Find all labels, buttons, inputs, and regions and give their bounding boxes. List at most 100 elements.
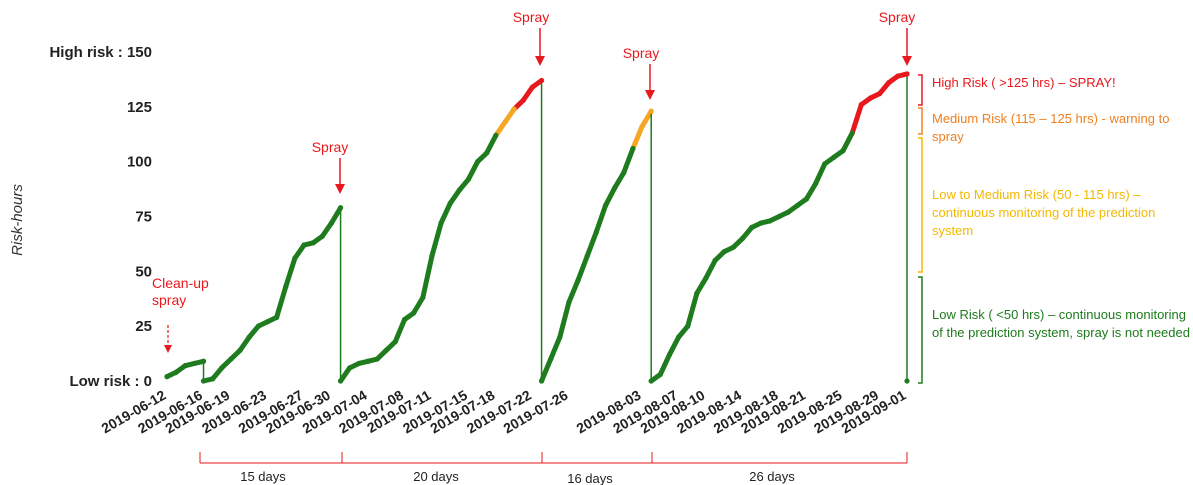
point (191, 360, 198, 367)
point (447, 200, 453, 206)
line-segment (612, 170, 627, 191)
point (182, 363, 188, 369)
line-segment (575, 253, 590, 283)
line-segment (520, 84, 535, 103)
cleanup-label: Clean-up spray (152, 275, 209, 308)
point (840, 148, 846, 154)
point (502, 119, 508, 125)
line-segment (328, 205, 344, 226)
point (849, 130, 855, 136)
point (794, 202, 800, 209)
point (548, 356, 554, 362)
risk-note: Medium Risk (115 – 125 hrs) - warning to… (932, 111, 1170, 144)
point (612, 185, 618, 191)
point (621, 170, 627, 176)
point (557, 334, 563, 340)
point (200, 378, 207, 384)
line-segment (621, 146, 636, 176)
line-segment (283, 255, 298, 290)
point (895, 73, 901, 79)
point (822, 161, 828, 167)
line-segment (338, 365, 353, 384)
point (465, 176, 472, 182)
line-segment (420, 253, 435, 301)
line-segment (411, 295, 426, 316)
point (749, 224, 755, 231)
interval-label: 26 days (749, 469, 795, 484)
line-segment (593, 203, 609, 235)
point (813, 181, 819, 187)
point (365, 358, 371, 364)
risk-brackets (918, 74, 923, 384)
line-segment (639, 108, 654, 130)
line-segment (849, 102, 864, 136)
line-segment (703, 257, 718, 281)
point (648, 378, 654, 384)
point (785, 209, 791, 215)
y-tick-label: 25 (135, 318, 152, 335)
point (283, 284, 289, 290)
line-segment (484, 132, 499, 156)
y-axis-label: Risk-hours (9, 184, 26, 256)
spray-label: Spray (312, 139, 349, 155)
point (566, 299, 572, 305)
line-segment (539, 356, 554, 384)
point (392, 338, 398, 345)
y-tick-label: 50 (135, 263, 152, 280)
point (657, 371, 663, 378)
risk-note: High Risk ( >125 hrs) – SPRAY! (932, 75, 1116, 90)
spray-label: Spray (513, 9, 550, 25)
line-segment (566, 277, 581, 305)
point (200, 358, 207, 364)
line-segment (603, 185, 618, 209)
line-segment (237, 334, 252, 353)
line-segment (694, 275, 709, 296)
risk-note: Low to Medium Risk (50 - 115 hrs) – cont… (932, 187, 1156, 238)
point (776, 213, 782, 220)
point (337, 205, 344, 211)
point (803, 196, 810, 202)
interval-label: 20 days (413, 469, 459, 484)
y-tick-label: 125 (127, 99, 152, 116)
point (758, 220, 764, 226)
point (411, 310, 417, 316)
point (630, 145, 636, 152)
point (484, 150, 490, 156)
point (310, 240, 316, 246)
point (858, 102, 864, 108)
point (538, 378, 545, 384)
point (575, 277, 581, 283)
interval-label: 16 days (567, 471, 613, 485)
point (648, 108, 654, 114)
point (274, 314, 280, 320)
point (246, 334, 252, 340)
line-segment (548, 334, 563, 362)
point (319, 233, 325, 239)
point (401, 316, 408, 323)
spray-arrows (164, 28, 912, 353)
point (456, 187, 462, 193)
point (904, 71, 910, 77)
point (730, 244, 737, 250)
line-segment (840, 130, 855, 154)
point (328, 220, 335, 226)
line-segment (557, 299, 572, 340)
point (886, 80, 892, 86)
y-tick-label: 100 (127, 154, 152, 171)
interval-label: 15 days (240, 469, 286, 484)
point (292, 255, 298, 261)
line-segment (319, 220, 334, 239)
point (831, 154, 837, 160)
point (301, 242, 307, 248)
line-segment (392, 317, 408, 345)
point (493, 132, 499, 138)
line-segment (438, 200, 453, 226)
point (438, 220, 444, 226)
spray-label: Spray (623, 45, 660, 61)
point (475, 159, 481, 165)
point (520, 97, 526, 103)
risk-note: Low Risk ( <50 hrs) – continuous monitor… (932, 307, 1190, 340)
line-segment (685, 290, 700, 329)
